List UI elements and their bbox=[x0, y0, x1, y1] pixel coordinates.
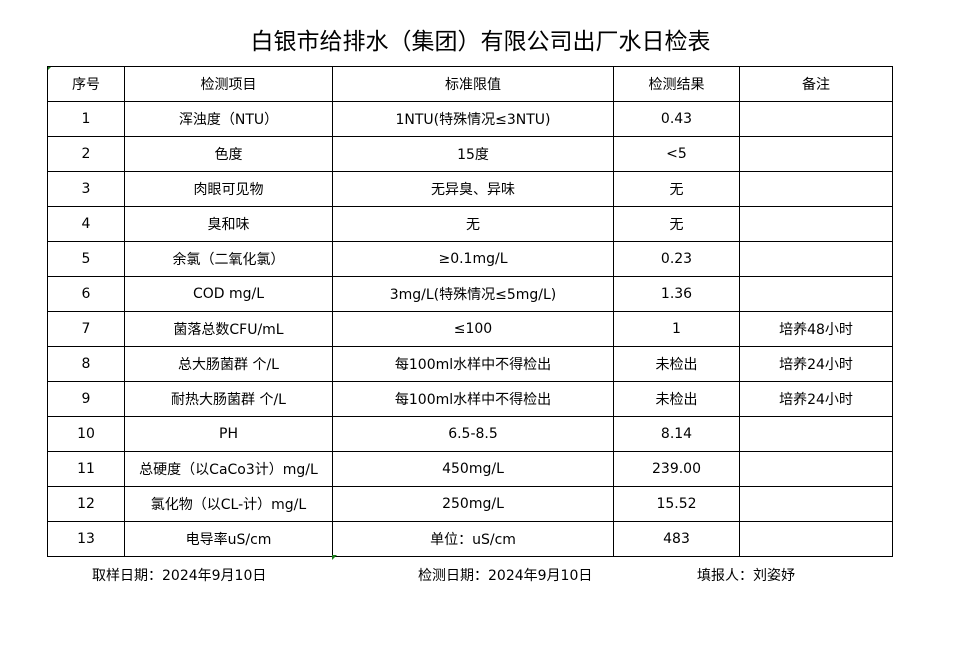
table-cell[interactable]: 2 bbox=[47, 136, 125, 172]
table-cell[interactable]: COD mg/L bbox=[124, 276, 333, 312]
table-cell[interactable]: 10 bbox=[47, 416, 125, 452]
table-cell[interactable]: 无异臭、异味 bbox=[332, 171, 614, 207]
table-cell[interactable]: 450mg/L bbox=[332, 451, 614, 487]
table-cell[interactable]: 无 bbox=[613, 206, 740, 242]
table-cell[interactable]: 培养24小时 bbox=[739, 381, 893, 417]
table-cell[interactable] bbox=[739, 101, 893, 137]
table-cell[interactable]: 浑浊度（NTU） bbox=[124, 101, 333, 137]
test-date: 检测日期：2024年9月10日 bbox=[418, 568, 593, 584]
table-cell[interactable]: 标准限值 bbox=[332, 66, 614, 102]
table-cell[interactable] bbox=[739, 521, 893, 557]
table-cell[interactable]: 8.14 bbox=[613, 416, 740, 452]
table-cell[interactable]: 未检出 bbox=[613, 346, 740, 382]
table-cell[interactable]: 6.5-8.5 bbox=[332, 416, 614, 452]
table-cell[interactable] bbox=[739, 171, 893, 207]
table-row: 6 COD mg/L 3mg/L(特殊情况≤5mg/L) 1.36 bbox=[47, 276, 893, 312]
table-cell[interactable]: 培养48小时 bbox=[739, 311, 893, 347]
table-row: 12 氯化物（以CL-计）mg/L 250mg/L 15.52 bbox=[47, 486, 893, 522]
table-cell[interactable] bbox=[739, 276, 893, 312]
table-cell[interactable]: 单位：uS/cm bbox=[332, 521, 614, 557]
table-cell[interactable]: ≤100 bbox=[332, 311, 614, 347]
table-cell[interactable]: PH bbox=[124, 416, 333, 452]
table-cell[interactable] bbox=[739, 206, 893, 242]
page-title: 白银市给排水（集团）有限公司出厂水日检表 bbox=[250, 29, 711, 55]
table-cell[interactable]: 氯化物（以CL-计）mg/L bbox=[124, 486, 333, 522]
table-row: 13 电导率uS/cm 单位：uS/cm 483 bbox=[47, 521, 893, 557]
table-cell[interactable]: 检测项目 bbox=[124, 66, 333, 102]
table-cell[interactable]: 总硬度（以CaCo3计）mg/L bbox=[124, 451, 333, 487]
table-cell[interactable]: 1 bbox=[47, 101, 125, 137]
sampling-date: 取样日期：2024年9月10日 bbox=[92, 568, 267, 584]
table-cell[interactable] bbox=[739, 136, 893, 172]
inspection-table: 序号 检测项目 标准限值 检测结果 备注 1 浑浊度（NTU） 1NTU(特殊情况≤3NTU)… bbox=[47, 66, 893, 557]
table-cell[interactable]: 备注 bbox=[739, 66, 893, 102]
table-cell[interactable]: 检测结果 bbox=[613, 66, 740, 102]
table-cell[interactable]: 4 bbox=[47, 206, 125, 242]
table-cell[interactable]: 239.00 bbox=[613, 451, 740, 487]
table-cell[interactable]: 每100ml水样中不得检出 bbox=[332, 346, 614, 382]
table-cell[interactable]: 8 bbox=[47, 346, 125, 382]
table-cell[interactable] bbox=[739, 241, 893, 277]
table-row: 11 总硬度（以CaCo3计）mg/L 450mg/L 239.00 bbox=[47, 451, 893, 487]
table-cell[interactable]: 3mg/L(特殊情况≤5mg/L) bbox=[332, 276, 614, 312]
table-cell[interactable]: <5 bbox=[613, 136, 740, 172]
table-cell[interactable]: 0.43 bbox=[613, 101, 740, 137]
table-cell[interactable]: 15.52 bbox=[613, 486, 740, 522]
table-cell[interactable]: 483 bbox=[613, 521, 740, 557]
table-row: 4 臭和味无无 bbox=[47, 206, 893, 242]
table-row: 5 余氯（二氧化氯） ≥0.1mg/L 0.23 bbox=[47, 241, 893, 277]
table-cell[interactable]: 培养24小时 bbox=[739, 346, 893, 382]
table-row: 8 总大肠菌群 个/L 每100ml水样中不得检出 未检出 培养24小时 bbox=[47, 346, 893, 382]
table-cell[interactable]: 耐热大肠菌群 个/L bbox=[124, 381, 333, 417]
table-cell[interactable]: 菌落总数CFU/mL bbox=[124, 311, 333, 347]
table-cell[interactable]: 未检出 bbox=[613, 381, 740, 417]
table-cell[interactable]: 无 bbox=[332, 206, 614, 242]
table-cell[interactable]: 13 bbox=[47, 521, 125, 557]
table-cell[interactable] bbox=[739, 486, 893, 522]
table-cell[interactable]: 1 bbox=[613, 311, 740, 347]
table-cell[interactable]: 肉眼可见物 bbox=[124, 171, 333, 207]
table-cell[interactable]: 每100ml水样中不得检出 bbox=[332, 381, 614, 417]
table-cell[interactable]: ≥0.1mg/L bbox=[332, 241, 614, 277]
table-cell[interactable]: 11 bbox=[47, 451, 125, 487]
table-cell[interactable]: 序号 bbox=[47, 66, 125, 102]
table-cell[interactable]: 15度 bbox=[332, 136, 614, 172]
header-row: 序号 检测项目 标准限值 检测结果 备注 bbox=[47, 66, 893, 102]
table-cell[interactable]: 余氯（二氧化氯） bbox=[124, 241, 333, 277]
table-cell[interactable] bbox=[739, 416, 893, 452]
table-cell[interactable]: 总大肠菌群 个/L bbox=[124, 346, 333, 382]
table-row: 9 耐热大肠菌群 个/L 每100ml水样中不得检出 未检出 培养24小时 bbox=[47, 381, 893, 417]
table-row: 10 PH 6.5-8.5 8.14 bbox=[47, 416, 893, 452]
table-row: 2 色度 15度 <5 bbox=[47, 136, 893, 172]
table-cell[interactable]: 臭和味 bbox=[124, 206, 333, 242]
table-cell[interactable]: 7 bbox=[47, 311, 125, 347]
table-cell[interactable]: 5 bbox=[47, 241, 125, 277]
table-cell[interactable]: 1.36 bbox=[613, 276, 740, 312]
table-row: 1 浑浊度（NTU） 1NTU(特殊情况≤3NTU) 0.43 bbox=[47, 101, 893, 137]
table-cell[interactable]: 250mg/L bbox=[332, 486, 614, 522]
table-row: 7 菌落总数CFU/mL ≤100 1 培养48小时 bbox=[47, 311, 893, 347]
table-cell[interactable]: 0.23 bbox=[613, 241, 740, 277]
table-cell[interactable]: 6 bbox=[47, 276, 125, 312]
table-cell[interactable]: 色度 bbox=[124, 136, 333, 172]
table-cell[interactable]: 1NTU(特殊情况≤3NTU) bbox=[332, 101, 614, 137]
table-cell[interactable]: 无 bbox=[613, 171, 740, 207]
table-cell[interactable]: 9 bbox=[47, 381, 125, 417]
reporter: 填报人：刘姿妤 bbox=[697, 568, 795, 584]
table-cell[interactable]: 电导率uS/cm bbox=[124, 521, 333, 557]
table-cell[interactable] bbox=[739, 451, 893, 487]
table-cell[interactable]: 3 bbox=[47, 171, 125, 207]
table-row: 3 肉眼可见物 无异臭、异味无 bbox=[47, 171, 893, 207]
cell-marker-icon bbox=[332, 555, 337, 560]
table-cell[interactable]: 12 bbox=[47, 486, 125, 522]
